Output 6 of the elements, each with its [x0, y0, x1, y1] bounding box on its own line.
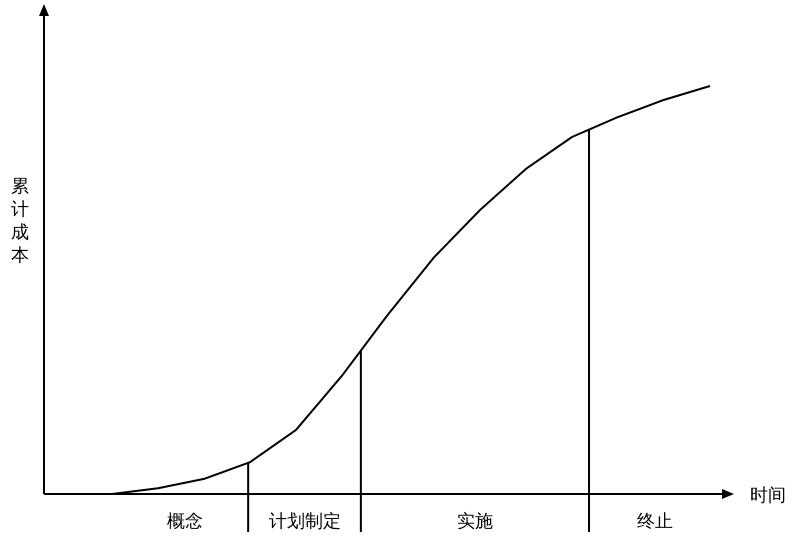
text: 实施 — [456, 511, 493, 532]
text: 计划制定 — [269, 511, 342, 532]
y-axis-title: 累计成本 — [11, 176, 29, 266]
x-axis-title: 时间 — [750, 485, 786, 506]
text: 终止 — [636, 511, 673, 532]
text: 概念 — [167, 511, 204, 532]
